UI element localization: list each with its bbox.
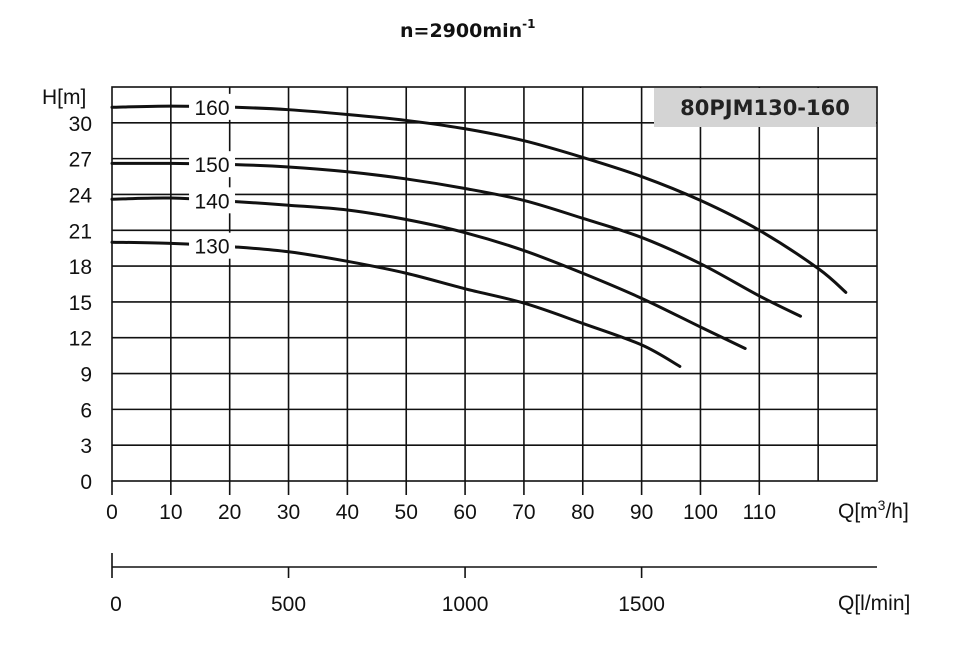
- model-label: 80PJM130-160: [680, 96, 850, 120]
- curve-labels: 160 150 140 130: [189, 93, 236, 259]
- x-tick-label: 10: [159, 501, 182, 524]
- x-axis-label: Q[m3/h]: [838, 497, 909, 523]
- plot-grid: [111, 86, 878, 482]
- x-tick-label: 110: [743, 501, 776, 524]
- curve-label-140: 140: [195, 190, 230, 213]
- secondary-tick-label: 1000: [442, 593, 489, 616]
- x-tick-label: 50: [395, 501, 418, 524]
- curve-impeller-130: [110, 240, 682, 368]
- curve-impeller-160: [110, 104, 848, 294]
- y-tick-label: 0: [80, 471, 92, 494]
- curve-label-130: 130: [195, 236, 230, 259]
- curve-label-160: 160: [195, 97, 230, 120]
- x-axis-ticks: 0 10 20 30 40 50 60 70 80 90 100 110: [106, 481, 776, 524]
- plot-border: [111, 86, 878, 482]
- secondary-x-axis-lpm: 0 500 1000 1500: [110, 553, 877, 616]
- model-label-box: 80PJM130-160: [654, 88, 876, 127]
- y-axis-ticks: 0 3 6 9 12 15 18 21 24 27 30: [69, 113, 93, 494]
- x-tick-label: 80: [571, 501, 594, 524]
- x-tick-label: 30: [277, 501, 300, 524]
- curve-impeller-150: [110, 161, 802, 318]
- x-tick-label: 90: [630, 501, 653, 524]
- x-tick-label: 40: [336, 501, 359, 524]
- y-tick-label: 18: [69, 256, 92, 279]
- model-label-background: [654, 88, 876, 127]
- curve-impeller-140: [110, 196, 747, 350]
- x-tick-label: 20: [218, 501, 241, 524]
- x-tick-label: 0: [106, 501, 118, 524]
- secondary-tick-label: 0: [110, 593, 122, 616]
- y-tick-label: 15: [69, 292, 92, 315]
- y-tick-label: 30: [69, 113, 92, 136]
- curve-label-knockout: [189, 232, 236, 259]
- y-tick-label: 27: [69, 149, 92, 172]
- x-tick-label: 60: [453, 501, 476, 524]
- x-tick-label: 70: [512, 501, 535, 524]
- y-tick-label: 21: [69, 220, 92, 243]
- curve-label-knockout: [189, 151, 236, 178]
- y-tick-label: 12: [69, 328, 92, 351]
- curve-label-knockout: [189, 187, 236, 214]
- y-tick-label: 3: [80, 435, 92, 458]
- y-tick-label: 9: [80, 364, 92, 387]
- x-tick-label: 100: [683, 501, 718, 524]
- y-tick-label: 6: [80, 399, 92, 422]
- curve-label-knockout: [189, 93, 236, 120]
- y-axis-label: H[m]: [42, 86, 86, 109]
- curve-label-150: 150: [195, 154, 230, 177]
- secondary-tick-label: 500: [271, 593, 306, 616]
- chart-title: n=2900min-1: [400, 17, 536, 42]
- secondary-tick-label: 1500: [618, 593, 665, 616]
- secondary-x-axis-label: Q[l/min]: [838, 592, 910, 615]
- y-tick-label: 24: [69, 184, 93, 207]
